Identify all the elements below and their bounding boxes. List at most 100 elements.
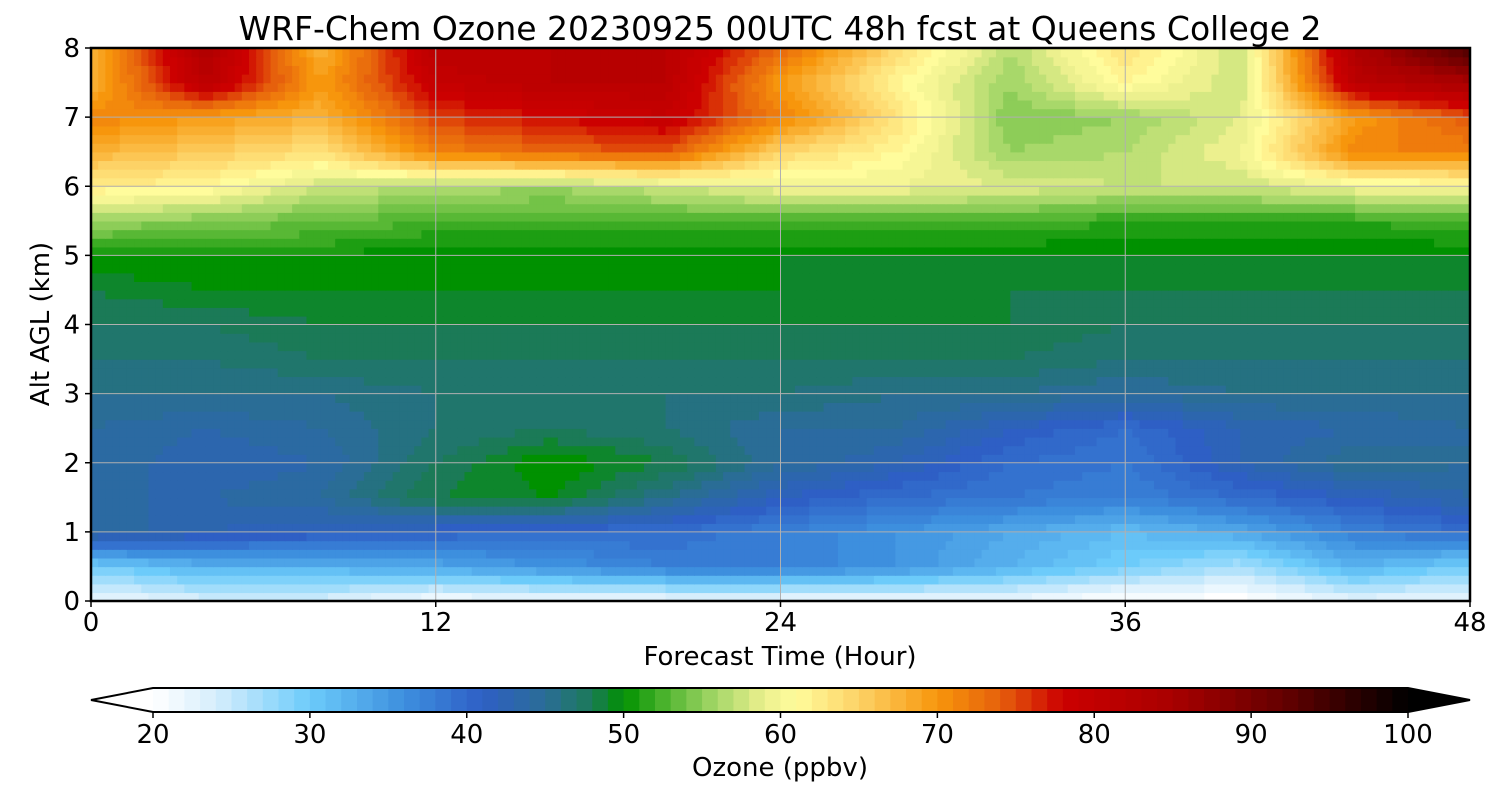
heatmap-cell xyxy=(730,402,739,412)
heatmap-cell xyxy=(385,583,394,594)
heatmap-cell xyxy=(155,462,164,473)
heatmap-cell xyxy=(1276,514,1284,524)
heatmap-cell xyxy=(881,462,889,473)
heatmap-cell xyxy=(184,557,193,568)
heatmap-cell xyxy=(845,566,854,576)
heatmap-cell xyxy=(1010,480,1019,490)
heatmap-cell xyxy=(572,445,581,455)
heatmap-cell xyxy=(1125,376,1134,386)
heatmap-cell xyxy=(694,471,703,481)
heatmap-cell xyxy=(873,566,882,576)
heatmap-cell xyxy=(1240,462,1249,473)
heatmap-cell xyxy=(1376,384,1385,395)
heatmap-cell xyxy=(967,410,976,421)
heatmap-cell xyxy=(1103,454,1112,464)
heatmap-cell xyxy=(945,428,954,438)
heatmap-cell xyxy=(1039,523,1047,533)
heatmap-cell xyxy=(938,480,947,490)
heatmap-cell xyxy=(134,488,142,499)
heatmap-cell xyxy=(1419,393,1428,403)
heatmap-cell xyxy=(356,384,365,395)
heatmap-cell xyxy=(234,583,243,594)
heatmap-cell xyxy=(313,454,322,464)
heatmap-cell xyxy=(141,488,150,499)
heatmap-cell xyxy=(823,428,832,438)
heatmap-cell xyxy=(1218,531,1227,542)
heatmap-cell xyxy=(1390,523,1399,533)
heatmap-cell xyxy=(227,540,236,550)
heatmap-cell xyxy=(1297,549,1306,559)
heatmap-cell xyxy=(1204,583,1213,594)
heatmap-cell xyxy=(830,454,839,464)
heatmap-cell xyxy=(162,592,171,601)
heatmap-cell xyxy=(1118,575,1126,585)
heatmap-cell xyxy=(371,583,379,594)
heatmap-cell xyxy=(981,557,990,568)
heatmap-cell xyxy=(1031,549,1040,559)
heatmap-cell xyxy=(356,402,365,412)
heatmap-cell xyxy=(1441,428,1450,438)
heatmap-cell xyxy=(486,393,494,403)
heatmap-cell xyxy=(227,384,236,395)
heatmap-cell xyxy=(521,402,530,412)
heatmap-cell xyxy=(830,583,839,594)
heatmap-cell xyxy=(292,557,300,568)
heatmap-cell xyxy=(363,384,372,395)
heatmap-cell xyxy=(162,402,171,412)
heatmap-cell xyxy=(1204,376,1213,386)
heatmap-cell xyxy=(227,549,236,559)
heatmap-cell xyxy=(478,557,487,568)
heatmap-cell xyxy=(170,384,178,395)
heatmap-cell xyxy=(981,454,990,464)
heatmap-cell xyxy=(1010,436,1019,447)
heatmap-cell xyxy=(205,402,214,412)
heatmap-cell xyxy=(191,583,200,594)
heatmap-cell xyxy=(988,471,997,481)
heatmap-cell xyxy=(572,384,581,395)
heatmap-cell xyxy=(1139,480,1148,490)
heatmap-cell xyxy=(967,575,976,585)
heatmap-cell xyxy=(809,497,818,507)
heatmap-cell xyxy=(335,497,344,507)
heatmap-cell xyxy=(227,428,236,438)
heatmap-cell xyxy=(1434,393,1442,403)
heatmap-cell xyxy=(845,505,854,516)
heatmap-cell xyxy=(119,480,128,490)
heatmap-cell xyxy=(486,471,494,481)
heatmap-cell xyxy=(500,410,509,421)
heatmap-cell xyxy=(471,384,480,395)
heatmap-cell xyxy=(105,592,114,601)
heatmap-cell xyxy=(342,557,351,568)
heatmap-cell xyxy=(1340,505,1349,516)
heatmap-cell xyxy=(1175,566,1184,576)
heatmap-cell xyxy=(1441,531,1450,542)
heatmap-cell xyxy=(565,583,573,594)
heatmap-cell xyxy=(672,592,681,601)
heatmap-cell xyxy=(1304,393,1313,403)
heatmap-cell xyxy=(442,384,451,395)
heatmap-cell xyxy=(529,557,537,568)
heatmap-cell xyxy=(1254,393,1263,403)
heatmap-cell xyxy=(852,393,861,403)
heatmap-cell xyxy=(938,523,947,533)
heatmap-cell xyxy=(701,454,710,464)
heatmap-cell xyxy=(205,592,214,601)
heatmap-cell xyxy=(536,428,545,438)
heatmap-cell xyxy=(651,592,660,601)
heatmap-cell xyxy=(1355,557,1363,568)
heatmap-cell xyxy=(888,454,897,464)
heatmap-cell xyxy=(1247,480,1256,490)
heatmap-cell xyxy=(845,557,854,568)
heatmap-cell xyxy=(708,445,717,455)
heatmap-cell xyxy=(514,540,523,550)
heatmap-cell xyxy=(730,523,739,533)
heatmap-cell xyxy=(205,557,214,568)
heatmap-cell xyxy=(895,393,904,403)
heatmap-cell xyxy=(399,505,408,516)
heatmap-cell xyxy=(198,376,207,386)
heatmap-cell xyxy=(270,540,279,550)
heatmap-cell xyxy=(263,393,272,403)
heatmap-cell xyxy=(1369,549,1378,559)
heatmap-cell xyxy=(134,454,142,464)
heatmap-cell xyxy=(1383,384,1392,395)
